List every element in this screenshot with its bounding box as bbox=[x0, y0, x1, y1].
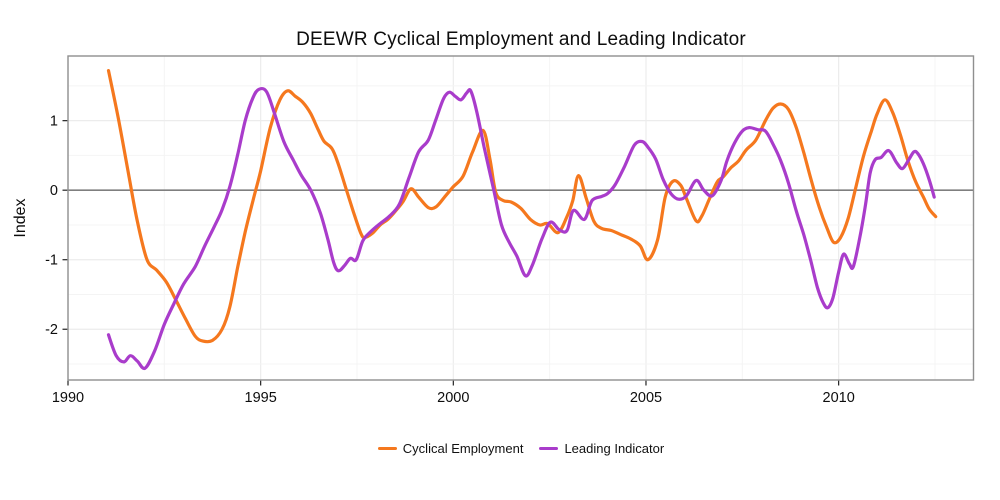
y-axis-title: Index bbox=[12, 198, 29, 238]
series-line-leading-indicator bbox=[106, 86, 936, 371]
panel-border bbox=[67, 55, 975, 381]
legend: Cyclical Employment Leading Indicator bbox=[68, 441, 974, 456]
chart-title: DEEWR Cyclical Employment and Leading In… bbox=[296, 29, 746, 50]
legend-label-cyclical-employment: Cyclical Employment bbox=[402, 441, 524, 456]
y-tick-label: 0 bbox=[50, 183, 58, 199]
y-tick-label: 1 bbox=[50, 114, 58, 130]
series-line-cyclical-employment bbox=[106, 69, 938, 344]
legend-item-cyclical-employment: Cyclical Employment bbox=[377, 441, 524, 456]
x-tick-label: 2000 bbox=[437, 390, 469, 406]
legend-swatch-cyclical-employment bbox=[377, 447, 397, 450]
legend-label-leading-indicator: Leading Indicator bbox=[564, 441, 665, 456]
legend-swatch-leading-indicator bbox=[539, 447, 559, 450]
x-tick-label: 1995 bbox=[245, 390, 277, 406]
x-tick-label: 2010 bbox=[823, 390, 855, 406]
x-tick-label: 2005 bbox=[630, 390, 662, 406]
legend-item-leading-indicator: Leading Indicator bbox=[539, 441, 664, 456]
y-tick-label: -1 bbox=[45, 253, 58, 269]
y-tick-label: -2 bbox=[45, 322, 58, 338]
x-tick-label: 1990 bbox=[52, 390, 84, 406]
